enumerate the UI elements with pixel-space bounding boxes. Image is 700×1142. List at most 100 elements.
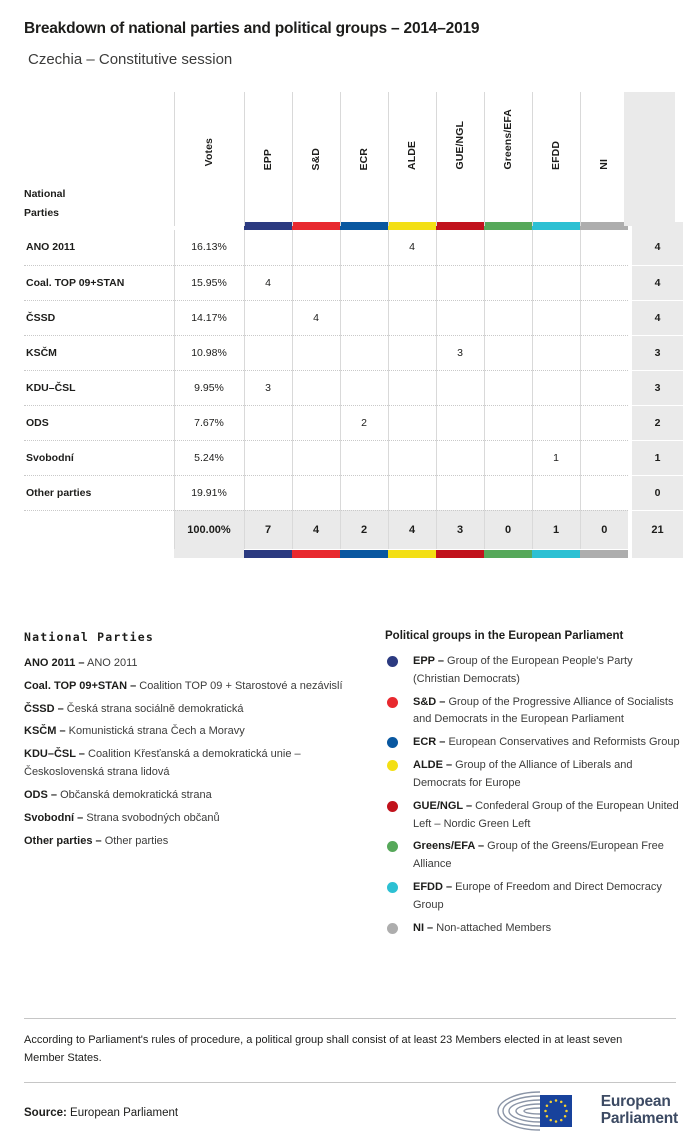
color-swatch-bottom-NI [580, 549, 628, 558]
party-name-cell: Other parties [24, 475, 174, 511]
seat-cell-GUE/NGL: 3 [435, 335, 484, 371]
total-seats-cell: 4 [632, 265, 683, 301]
political-group-text: EPP – Group of the European People's Par… [413, 653, 680, 689]
group-header-EFDD: EFDD [531, 92, 580, 222]
political-groups-legend: Political groups in the European Parliam… [385, 630, 680, 942]
total-gap-cell [628, 510, 632, 549]
source-value: European Parliament [66, 1106, 179, 1119]
seat-cell-NI [579, 265, 628, 301]
column-guide [436, 96, 437, 226]
column-guide [292, 96, 293, 226]
seat-cell-Greens/EFA [483, 265, 532, 301]
political-group-legend-item: S&D – Group of the Progressive Alliance … [385, 694, 680, 730]
total-ALDE-cell: 4 [387, 510, 436, 549]
votes-cell: 5.24% [173, 440, 244, 476]
footer-divider-top [24, 1018, 676, 1019]
national-party-legend-item: KDU–ČSL – Coalition Křesťanská a demokra… [24, 746, 369, 782]
political-group-abbr: S&D – [413, 695, 446, 708]
seat-cell-EFDD [531, 405, 580, 441]
national-party-legend-item: ČSSD – Česká strana sociálně demokratick… [24, 701, 369, 719]
table-row: Other parties 19.91% 0 [24, 475, 683, 511]
total-seats-cell: 4 [632, 300, 683, 336]
seat-cell-NI [579, 370, 628, 406]
seat-cell-ALDE [387, 335, 436, 371]
political-group-full-name: Group of the European People's Party (Ch… [413, 655, 633, 685]
national-party-full-name: Coalition TOP 09 + Starostové a nezávisl… [136, 679, 343, 692]
party-name-cell: Svobodní [24, 440, 174, 476]
group-color-dot-icon [387, 737, 398, 749]
seat-cell-EPP [243, 300, 292, 336]
seat-cell-S&D: 4 [291, 300, 340, 336]
political-group-full-name: Europe of Freedom and Direct Democracy G… [413, 880, 662, 911]
color-swatch-bottom-ALDE [388, 549, 436, 558]
votes-cell: 14.17% [173, 300, 244, 336]
total-EFDD-cell: 1 [531, 510, 580, 549]
total-NI-cell: 0 [579, 510, 628, 549]
political-group-legend-item: NI – Non-attached Members [385, 920, 680, 938]
seat-cell-Greens/EFA [483, 405, 532, 441]
breakdown-table: National Parties Votes EPP S&D ECR ALDE GUE/NGL… [24, 92, 683, 558]
color-swatch-EPP [244, 222, 292, 230]
seat-cell-ECR [339, 335, 388, 371]
seat-cell-ALDE [387, 475, 436, 511]
votes-cell: 16.13% [173, 230, 244, 266]
column-guide [340, 96, 341, 226]
seat-cell-Greens/EFA [483, 440, 532, 476]
group-header-ALDE: ALDE [387, 92, 436, 222]
group-header-label: S&D [310, 147, 322, 170]
national-party-full-name: Občanská demokratická strana [57, 788, 212, 801]
total-S&D-cell: 4 [291, 510, 340, 549]
column-guide [532, 96, 533, 226]
table-header-row: National Parties Votes EPP S&D ECR ALDE GUE/NGL… [24, 92, 683, 222]
national-party-abbr: ANO 2011 – [24, 657, 85, 669]
seat-cell-EFDD [531, 265, 580, 301]
seat-cell-ECR [339, 300, 388, 336]
strip-seats-spacer [632, 222, 683, 230]
total-seats-cell: 3 [632, 370, 683, 406]
group-header-label: GUE/NGL [454, 121, 466, 170]
table-row: Svobodní 5.24% 1 1 [24, 440, 683, 476]
column-guide [174, 96, 175, 226]
seat-cell-GUE/NGL [435, 475, 484, 511]
seat-cell-NI [579, 230, 628, 266]
column-guide [484, 96, 485, 226]
national-party-abbr: Coal. TOP 09+STAN – [24, 679, 137, 692]
political-group-legend-item: EPP – Group of the European People's Par… [385, 653, 680, 689]
political-group-legend-item: ECR – European Conservatives and Reformi… [385, 734, 680, 752]
total-ECR-cell: 2 [339, 510, 388, 549]
party-name-cell: Coal. TOP 09+STAN [24, 265, 174, 301]
color-swatch-GUE/NGL [436, 222, 484, 230]
seat-cell-ECR: 2 [339, 405, 388, 441]
color-swatch-bottom-EPP [244, 549, 292, 558]
political-group-full-name: Group of the Greens/European Free Allian… [413, 840, 664, 871]
seat-cell-GUE/NGL [435, 300, 484, 336]
seat-cell-EPP [243, 230, 292, 266]
strip-spacer [174, 549, 244, 558]
seat-cell-NI [579, 405, 628, 441]
ep-logo-line1: European [600, 1093, 671, 1111]
seat-cell-ECR [339, 265, 388, 301]
political-group-abbr: ECR – [413, 736, 446, 749]
seat-cell-EFDD [531, 300, 580, 336]
seat-cell-ALDE [387, 265, 436, 301]
source-label: Source: [24, 1106, 67, 1119]
source-line: Source: European Parliament [24, 1107, 676, 1119]
seat-cell-EFDD [531, 475, 580, 511]
color-swatch-bottom-GUE/NGL [436, 549, 484, 558]
total-seats-cell: 1 [632, 440, 683, 476]
political-group-text: EFDD – Europe of Freedom and Direct Demo… [413, 879, 680, 915]
political-group-full-name: European Conservatives and Reformists Gr… [445, 736, 680, 749]
seat-cell-ALDE: 4 [387, 230, 436, 266]
group-color-dot-icon [387, 656, 398, 667]
votes-cell: 19.91% [173, 475, 244, 511]
political-group-legend-item: ALDE – Group of the Alliance of Liberals… [385, 757, 680, 793]
group-header-label: ALDE [406, 141, 418, 170]
political-group-text: Greens/EFA – Group of the Greens/Europea… [413, 838, 680, 874]
national-party-full-name: Strana svobodných občanů [83, 811, 220, 824]
column-guide [388, 96, 389, 226]
seat-cell-NI [579, 475, 628, 511]
political-group-full-name: Group of the Alliance of Liberals and De… [413, 759, 633, 789]
group-header-label: NI [598, 159, 611, 170]
seat-cell-Greens/EFA [483, 230, 532, 266]
seat-cell-ECR [339, 475, 388, 511]
